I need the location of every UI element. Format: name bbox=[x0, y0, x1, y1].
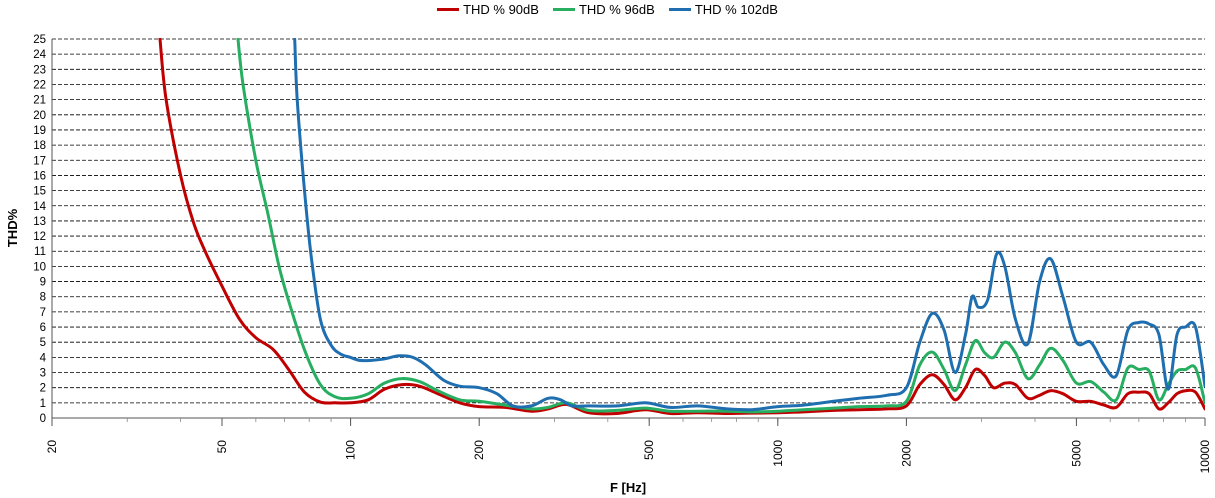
x-tick-label: 5000 bbox=[1069, 440, 1083, 467]
y-tick-label: 19 bbox=[33, 125, 46, 137]
x-tick-label: 200 bbox=[472, 440, 486, 460]
axis-layer: 0123456789101112131415161718192021222324… bbox=[33, 34, 1212, 473]
y-tick-label: 9 bbox=[40, 277, 46, 289]
y-tick-label: 7 bbox=[40, 307, 46, 319]
legend-item-96db: THD % 96dB bbox=[552, 2, 655, 17]
y-tick-label: 14 bbox=[33, 201, 46, 213]
x-tick-label: 50 bbox=[215, 440, 229, 454]
legend-item-90db: THD % 90dB bbox=[437, 2, 539, 17]
y-tick-label: 24 bbox=[33, 49, 46, 61]
y-tick-label: 4 bbox=[40, 352, 47, 364]
y-tick-label: 18 bbox=[33, 140, 46, 152]
y-tick-label: 15 bbox=[33, 186, 46, 198]
x-tick-label: 100 bbox=[344, 440, 358, 460]
y-tick-label: 11 bbox=[34, 246, 46, 258]
series-layer bbox=[158, 38, 1205, 416]
legend-label-96db: THD % 96dB bbox=[578, 2, 655, 17]
grid-layer bbox=[52, 38, 1205, 404]
y-tick-label: 25 bbox=[33, 34, 46, 46]
y-tick-label: 8 bbox=[40, 292, 46, 304]
legend-swatch-90db bbox=[437, 8, 460, 11]
legend-swatch-102db bbox=[668, 8, 691, 11]
y-tick-label: 23 bbox=[33, 64, 46, 76]
y-tick-label: 10 bbox=[33, 261, 46, 273]
x-axis-title: F [Hz] bbox=[610, 480, 646, 495]
legend-swatch-96db bbox=[552, 8, 575, 11]
y-tick-label: 13 bbox=[33, 216, 46, 228]
y-tick-label: 17 bbox=[33, 155, 46, 167]
x-tick-label: 2000 bbox=[899, 440, 913, 467]
y-axis-title: THD% bbox=[5, 208, 20, 247]
legend-label-90db: THD % 90dB bbox=[463, 2, 539, 17]
legend: THD % 90dB THD % 96dB THD % 102dB bbox=[0, 2, 1215, 17]
y-tick-label: 0 bbox=[40, 413, 46, 425]
series-line-1 bbox=[236, 38, 1205, 414]
y-tick-label: 2 bbox=[40, 383, 46, 395]
y-tick-label: 3 bbox=[40, 368, 46, 380]
series-line-2 bbox=[293, 38, 1205, 412]
y-tick-label: 16 bbox=[33, 170, 46, 182]
x-tick-label: 10000 bbox=[1198, 440, 1212, 474]
y-tick-label: 5 bbox=[40, 337, 46, 349]
legend-label-102db: THD % 102dB bbox=[694, 2, 778, 17]
y-tick-label: 1 bbox=[40, 398, 46, 410]
y-tick-label: 22 bbox=[33, 79, 46, 91]
x-tick-label: 500 bbox=[642, 440, 656, 460]
x-tick-label: 20 bbox=[45, 440, 59, 454]
y-tick-label: 6 bbox=[40, 322, 46, 334]
y-tick-label: 20 bbox=[33, 110, 46, 122]
x-tick-label: 1000 bbox=[771, 440, 785, 467]
legend-item-102db: THD % 102dB bbox=[668, 2, 778, 17]
y-tick-label: 21 bbox=[33, 95, 46, 107]
y-tick-label: 12 bbox=[33, 231, 46, 243]
